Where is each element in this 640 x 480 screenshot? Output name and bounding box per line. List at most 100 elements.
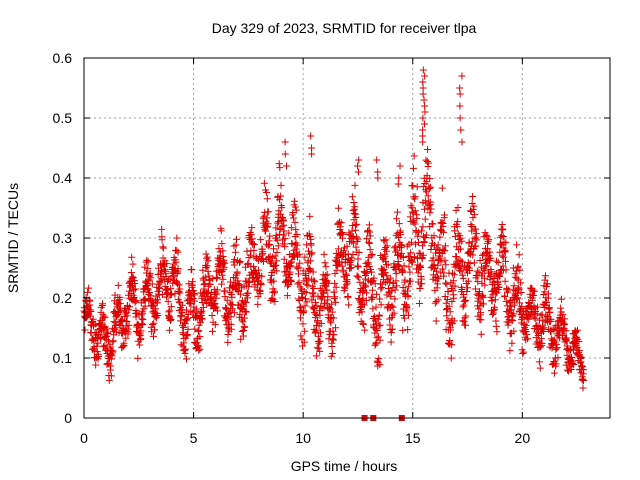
- data-point: [482, 231, 490, 239]
- data-point: [330, 314, 338, 322]
- data-point: [208, 311, 216, 319]
- data-point: [85, 284, 93, 292]
- data-point: [559, 311, 567, 319]
- data-point: [331, 270, 339, 278]
- data-point: [313, 352, 321, 360]
- data-point: [184, 325, 192, 333]
- data-point: [375, 322, 383, 330]
- data-point: [461, 321, 469, 329]
- data-point: [332, 283, 340, 291]
- data-point: [257, 281, 265, 289]
- data-point: [201, 273, 209, 281]
- data-point: [94, 339, 102, 347]
- data-point: [404, 293, 412, 301]
- data-point: [461, 314, 469, 322]
- data-point: [337, 219, 345, 227]
- data-point: [417, 227, 425, 235]
- data-point: [306, 257, 314, 265]
- y-tick-label: 0.4: [53, 170, 73, 186]
- data-point: [227, 325, 235, 333]
- data-point: [150, 319, 158, 327]
- data-point: [506, 347, 514, 355]
- data-point: [326, 317, 334, 325]
- data-point: [498, 232, 506, 240]
- data-point: [438, 218, 446, 226]
- data-point: [250, 246, 258, 254]
- data-point: [228, 293, 236, 301]
- data-point: [107, 362, 115, 370]
- data-point: [297, 303, 305, 311]
- data-point: [221, 293, 229, 301]
- data-point: [440, 228, 448, 236]
- data-point: [366, 232, 374, 240]
- data-point: [231, 309, 239, 317]
- data-point: [233, 235, 241, 243]
- data-point: [239, 318, 247, 326]
- data-point: [376, 295, 384, 303]
- data-point: [313, 302, 321, 310]
- data-point: [399, 254, 407, 262]
- data-point: [124, 328, 132, 336]
- data-point: [418, 255, 426, 263]
- data-point: [293, 230, 301, 238]
- data-point: [145, 272, 153, 280]
- data-point: [575, 351, 583, 359]
- data-point: [174, 248, 182, 256]
- data-point: [193, 305, 201, 313]
- data-point: [314, 317, 322, 325]
- data-point: [306, 212, 314, 220]
- data-point: [99, 300, 107, 308]
- data-point: [159, 244, 167, 252]
- y-tick-label: 0.5: [53, 110, 73, 126]
- data-point: [97, 303, 105, 311]
- data-point: [117, 316, 125, 324]
- data-point: [330, 331, 338, 339]
- data-point: [421, 215, 429, 223]
- data-point: [423, 157, 431, 165]
- data-point: [196, 333, 204, 341]
- data-point: [374, 315, 382, 323]
- data-point: [271, 252, 279, 260]
- data-point: [232, 248, 240, 256]
- data-point: [182, 315, 190, 323]
- data-point: [302, 280, 310, 288]
- data-point: [180, 335, 188, 343]
- data-point: [469, 251, 477, 259]
- data-point: [481, 274, 489, 282]
- data-point: [126, 294, 134, 302]
- data-point: [323, 286, 331, 294]
- data-point: [515, 251, 523, 259]
- data-point: [97, 335, 105, 343]
- data-point: [106, 343, 114, 351]
- data-point: [577, 354, 585, 362]
- data-point: [236, 258, 244, 266]
- data-point: [166, 317, 174, 325]
- data-point: [139, 309, 147, 317]
- data-point: [343, 271, 351, 279]
- data-point: [144, 258, 152, 266]
- data-point: [263, 214, 271, 222]
- data-point: [218, 271, 226, 279]
- data-point: [387, 292, 395, 300]
- data-point: [414, 269, 422, 277]
- data-point: [308, 296, 316, 304]
- data-point: [328, 308, 336, 316]
- data-point: [516, 266, 524, 274]
- x-axis-label: GPS time / hours: [291, 458, 398, 474]
- data-point: [161, 266, 169, 274]
- data-point: [280, 227, 288, 235]
- data-point: [321, 281, 329, 289]
- data-point: [189, 286, 197, 294]
- data-point: [300, 338, 308, 346]
- data-point: [272, 224, 280, 232]
- data-point: [320, 250, 328, 258]
- data-point: [576, 355, 584, 363]
- data-point: [321, 259, 329, 267]
- x-tick-label: 0: [80, 430, 88, 446]
- data-point: [464, 259, 472, 267]
- data-point: [395, 174, 403, 182]
- data-point: [540, 324, 548, 332]
- data-point: [296, 314, 304, 322]
- data-point: [514, 262, 522, 270]
- data-point: [498, 252, 506, 260]
